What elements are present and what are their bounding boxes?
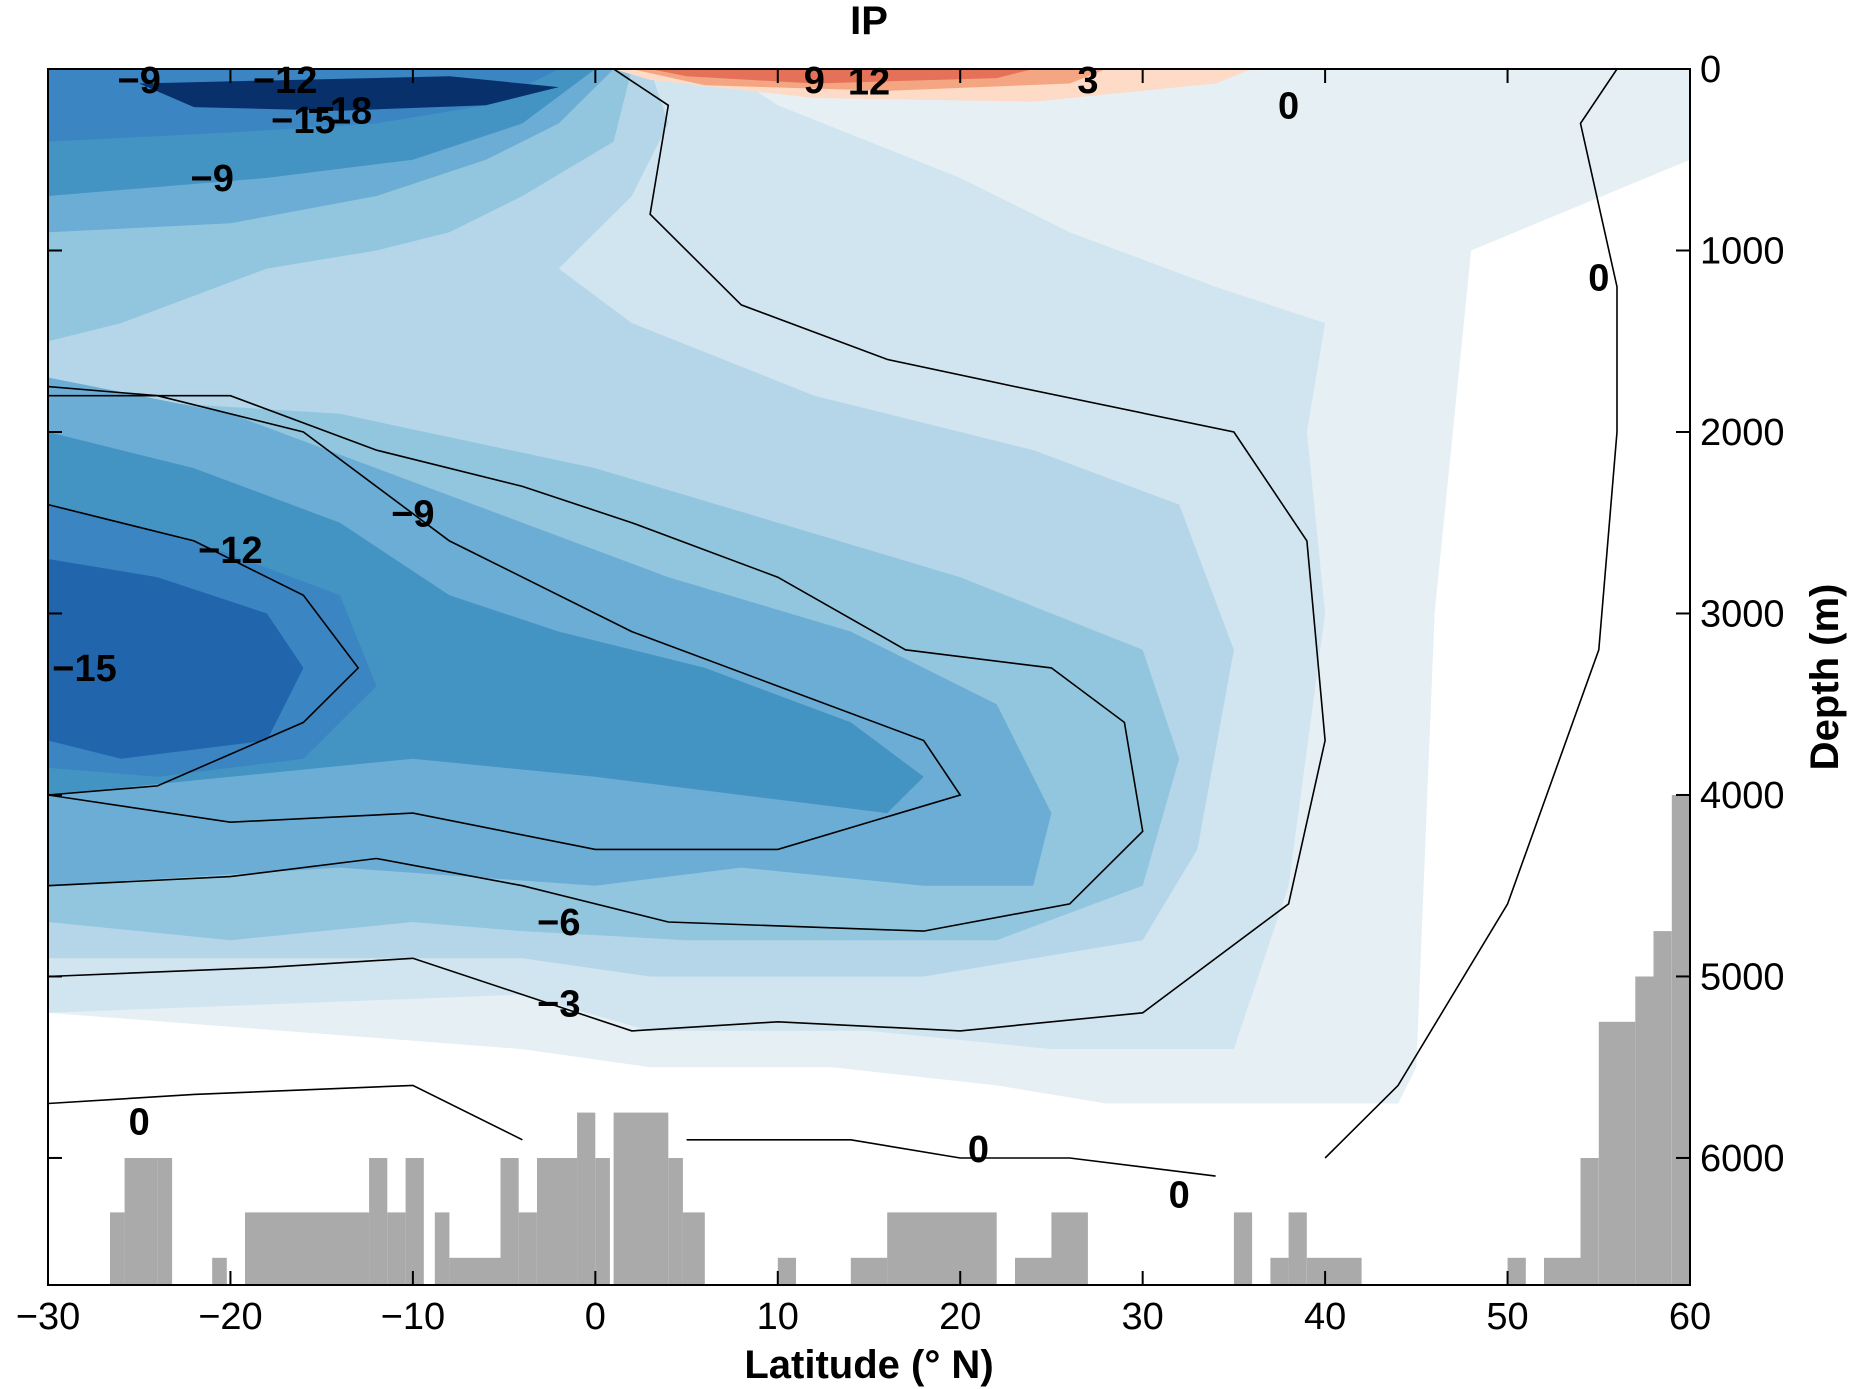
bathymetry-bar — [613, 1112, 669, 1285]
bathymetry-bar — [245, 1212, 370, 1285]
x-tick-label: 20 — [939, 1296, 981, 1338]
contour-label: −9 — [191, 158, 234, 200]
x-tick-label: 30 — [1122, 1296, 1164, 1338]
filled-region-pos9 — [650, 69, 1034, 84]
contour-label: −3 — [537, 984, 580, 1026]
bathymetry-bar — [1671, 795, 1690, 1285]
bathymetry-bar — [212, 1257, 227, 1285]
x-tick-label: 60 — [1669, 1296, 1711, 1338]
bathymetry-bar — [1015, 1257, 1052, 1285]
filled-contours — [48, 69, 1690, 1104]
x-axis-label: Latitude (° N) — [744, 1343, 993, 1387]
bathymetry-bar — [1580, 1158, 1599, 1285]
y-tick-label: 4000 — [1700, 775, 1785, 817]
chart-title: IP — [850, 0, 888, 43]
bathymetry-bar — [777, 1257, 796, 1285]
bathymetry-bar — [157, 1158, 173, 1285]
contour-label: −12 — [198, 530, 262, 572]
bathymetry-bar — [537, 1158, 578, 1285]
bathymetry-bar — [110, 1212, 125, 1285]
bathymetry-bar — [434, 1212, 450, 1285]
y-tick-label: 0 — [1700, 49, 1721, 91]
contour-label: −15 — [52, 648, 116, 690]
x-tick-label: −20 — [198, 1296, 262, 1338]
contour-labels: 00−9−12−15−9−6−3000−9 −12−18−159 12 3 — [52, 60, 1609, 1216]
contour-label: −18 — [308, 91, 372, 133]
contour-line-3 — [48, 503, 360, 796]
y-tick-label: 2000 — [1700, 412, 1785, 454]
bathymetry-bar — [682, 1212, 705, 1285]
contour-label: 0 — [1588, 258, 1609, 300]
x-tick-label: 40 — [1304, 1296, 1346, 1338]
y-tick-label: 1000 — [1700, 230, 1785, 272]
filled-region-neg15 — [48, 559, 304, 759]
bathymetry — [110, 795, 1690, 1285]
bathymetry-bar — [369, 1158, 388, 1285]
bathymetry-bar — [500, 1158, 519, 1285]
bathymetry-bar — [1653, 931, 1672, 1285]
bathymetry-bar — [887, 1212, 997, 1285]
x-tick-label: −30 — [16, 1296, 80, 1338]
bathymetry-bar — [595, 1158, 610, 1285]
bathymetry-bar — [1544, 1257, 1581, 1285]
contour-label: 0 — [968, 1129, 989, 1171]
contour-label: −12 — [253, 60, 317, 102]
contour-label: 0 — [1169, 1174, 1190, 1216]
bathymetry-bar — [518, 1212, 537, 1285]
x-axis: −30 −20 −10 0 10 20 30 40 50 60 — [16, 69, 1711, 1338]
bathymetry-bar — [577, 1112, 596, 1285]
contour-line-2 — [48, 385, 962, 851]
contour-line-5 — [48, 1084, 523, 1141]
bathymetry-bar — [668, 1158, 683, 1285]
contour-label: 0 — [1278, 85, 1299, 127]
contour-label: −15 — [271, 100, 335, 142]
contour-label: −6 — [537, 902, 580, 944]
contour-lines — [48, 69, 1618, 1177]
y-tick-label: 3000 — [1700, 593, 1785, 635]
contour-line-1 — [48, 394, 1144, 932]
contour-label: 0 — [129, 1102, 150, 1144]
bathymetry-bar — [1051, 1212, 1088, 1285]
contour-line-0 — [48, 69, 1326, 1032]
y-tick-label: 5000 — [1700, 956, 1785, 998]
y-tick-label: 6000 — [1700, 1138, 1785, 1180]
x-tick-label: 50 — [1486, 1296, 1528, 1338]
x-tick-label: 10 — [757, 1296, 799, 1338]
plot-frame — [47, 68, 1691, 1286]
bathymetry-bar — [449, 1257, 501, 1285]
bathymetry-bar — [1288, 1212, 1307, 1285]
bathymetry-bar — [1270, 1257, 1289, 1285]
x-tick-label: 0 — [585, 1296, 606, 1338]
bathymetry-bar — [1598, 1021, 1636, 1285]
bathymetry-bar — [1306, 1257, 1362, 1285]
contour-label: 3 — [1077, 60, 1098, 102]
contour-label: −9 — [391, 494, 434, 536]
bathymetry-bar — [1635, 976, 1654, 1285]
y-axis-label: Depth (m) — [1803, 584, 1847, 771]
x-tick-label: −10 — [381, 1296, 445, 1338]
contour-label: −9 — [118, 60, 161, 102]
bathymetry-bar — [850, 1257, 888, 1285]
bathymetry-bar — [1233, 1212, 1253, 1285]
filled-region-neg18 — [139, 76, 559, 111]
contour-label: 9 — [804, 60, 825, 102]
bathymetry-bar — [387, 1212, 406, 1285]
bathymetry-bar — [405, 1158, 424, 1285]
contour-line-6 — [686, 1139, 1216, 1177]
bathymetry-bar — [124, 1158, 158, 1285]
bathymetry-bar — [1507, 1257, 1526, 1285]
contour-line-4 — [1324, 69, 1618, 1159]
